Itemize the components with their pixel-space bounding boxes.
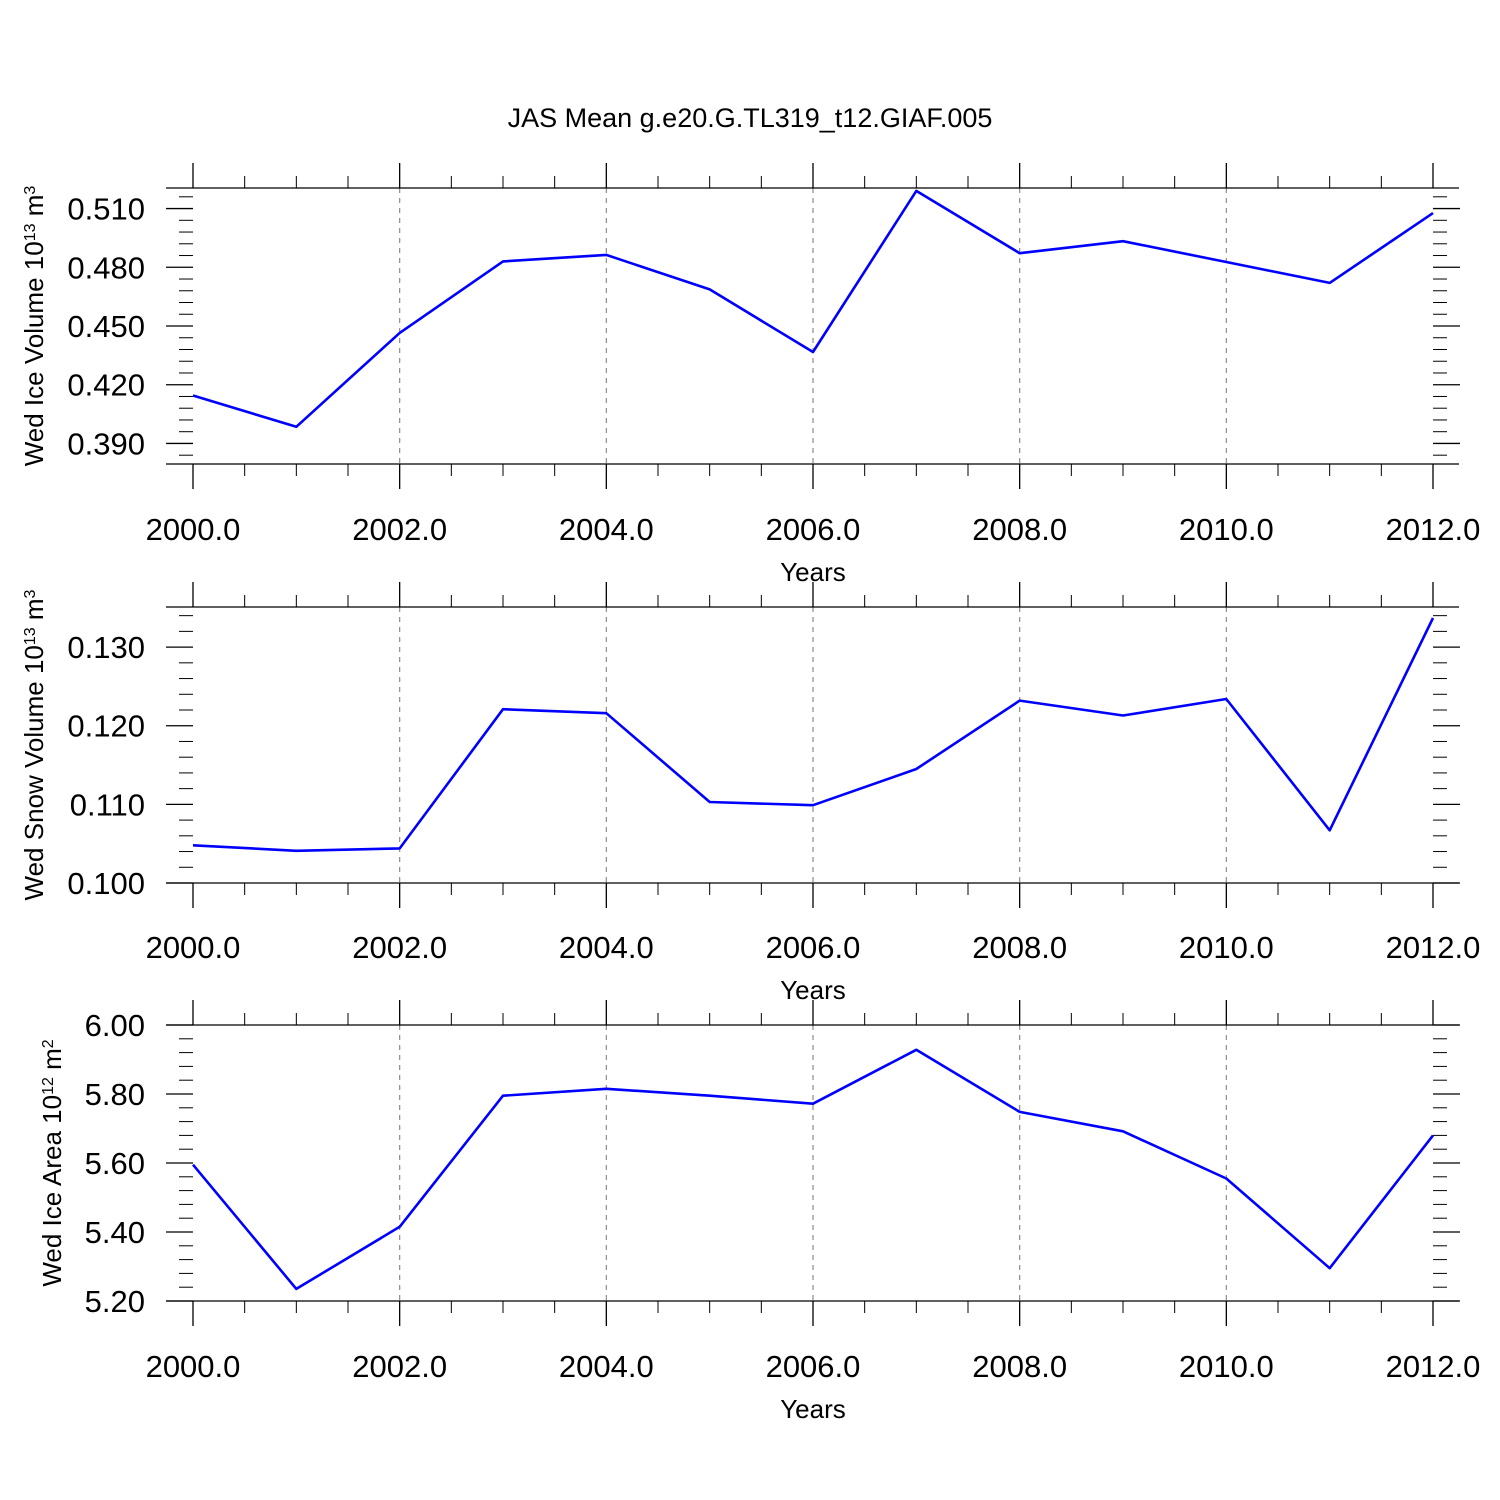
x-tick-label: 2010.0 (1179, 930, 1274, 965)
y-axis-title: Wed Ice Volume 1013 m3 (19, 186, 49, 467)
y-tick-label: 0.130 (67, 630, 145, 665)
x-tick-label: 2000.0 (146, 930, 241, 965)
series-line (192, 189, 1434, 429)
y-tick-label: 5.80 (85, 1077, 145, 1112)
x-tick-label: 2006.0 (766, 930, 861, 965)
y-tick-label: 5.40 (85, 1215, 145, 1250)
series-line (192, 617, 1435, 853)
x-tick-label: 2012.0 (1386, 1349, 1481, 1384)
y-tick-label: 5.60 (85, 1146, 145, 1181)
x-tick-label: 2012.0 (1386, 512, 1481, 547)
x-tick-label: 2002.0 (352, 512, 447, 547)
x-tick-label: 2010.0 (1179, 512, 1274, 547)
figure-title: JAS Mean g.e20.G.TL319_t12.GIAF.005 (508, 103, 993, 133)
y-tick-label: 0.110 (70, 787, 145, 822)
x-tick-label: 2004.0 (559, 1349, 654, 1384)
panels: 2000.0 2002.0 2004.0 2006.0 2008.0 2010.0 2012… (19, 163, 1480, 1424)
y-tick-label: 5.20 (85, 1284, 145, 1319)
x-tick-label: 2000.0 (146, 512, 241, 547)
y-tick-label: 0.390 (67, 426, 145, 461)
x-tick-label: 2008.0 (972, 512, 1067, 547)
x-tick-label: 2008.0 (972, 1349, 1067, 1384)
y-tick-label: 0.510 (67, 192, 145, 227)
y-tick-label: 0.100 (67, 866, 145, 901)
x-tick-label: 2000.0 (146, 1349, 241, 1384)
y-axis-title: Wed Ice Area 1012 m2 (37, 1039, 67, 1286)
x-tick-label: 2004.0 (559, 512, 654, 547)
x-tick-label: 2002.0 (352, 1349, 447, 1384)
y-tick-label: 0.420 (67, 368, 145, 403)
series-line (192, 1048, 1435, 1291)
x-tick-label: 2010.0 (1179, 1349, 1274, 1384)
x-tick-label: 2006.0 (766, 1349, 861, 1384)
chart-panel-3: 2000.0 2002.0 2004.0 2006.0 2008.0 2010.0 2012… (37, 1000, 1480, 1424)
chart-panel-2: 2000.0 2002.0 2004.0 2006.0 2008.0 2010.0 2012… (19, 582, 1480, 1005)
x-tick-label: 2008.0 (972, 930, 1067, 965)
y-tick-label: 0.480 (67, 250, 145, 285)
x-tick-label: 2012.0 (1386, 930, 1481, 965)
y-tick-label: 0.450 (67, 309, 145, 344)
chart-panel-1: 2000.0 2002.0 2004.0 2006.0 2008.0 2010.0 2012… (19, 163, 1480, 587)
y-tick-label: 0.120 (67, 709, 145, 744)
x-tick-label: 2006.0 (766, 512, 861, 547)
x-tick-label: 2002.0 (352, 930, 447, 965)
y-tick-label: 6.00 (85, 1008, 145, 1043)
x-tick-label: 2004.0 (559, 930, 654, 965)
x-axis-title: Years (780, 1394, 846, 1424)
y-axis-title: Wed Snow Volume 1013 m3 (19, 589, 49, 900)
